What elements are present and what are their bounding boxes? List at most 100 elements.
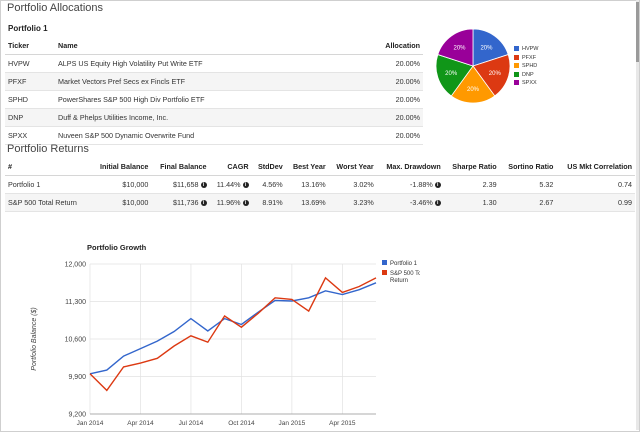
fund-name-cell: PowerShares S&P 500 High Div Portfolio E… <box>55 90 346 109</box>
ticker-cell: SPXX <box>5 126 55 145</box>
col-allocation: Allocation <box>345 37 423 55</box>
table-row: SPHD PowerShares S&P 500 High Div Portfo… <box>5 90 423 109</box>
ticker-cell: HVPW <box>5 54 55 73</box>
pie-slice-label: 20% <box>467 87 480 93</box>
stddev-cell: 4.56% <box>251 175 286 194</box>
x-tick-label: Apr 2014 <box>127 420 154 427</box>
pie-legend-item: SPXX <box>514 80 537 86</box>
fund-name-cell: Market Vectors Pref Secs ex Fincls ETF <box>55 72 346 91</box>
sortino-cell: 5.32 <box>499 175 557 194</box>
portfolio-name-cell: S&P 500 Total Return <box>5 193 91 212</box>
info-icon[interactable]: i <box>434 182 441 189</box>
legend-swatch <box>514 80 519 86</box>
allocations-heading: Portfolio Allocations <box>7 2 103 14</box>
max-drawdown-cell: -1.88% i <box>376 175 444 194</box>
worst-year-cell: 3.02% <box>328 175 377 194</box>
allocation-cell: 20.00% <box>345 90 423 109</box>
col-max-drawdown: Max. Drawdown <box>376 158 444 176</box>
allocation-cell: 20.00% <box>345 126 423 145</box>
table-row: DNP Duff & Phelps Utilities Income, Inc.… <box>5 108 423 127</box>
legend-label: DNP <box>522 71 534 78</box>
col-hash: # <box>5 158 91 176</box>
col-sharpe: Sharpe Ratio <box>443 158 500 176</box>
correlation-cell: 0.74 <box>556 175 635 194</box>
legend-swatch <box>382 260 387 265</box>
returns-table: # Initial Balance Final Balance CAGR Std… <box>5 158 635 212</box>
pie-slice-label: 20% <box>445 71 458 77</box>
legend-swatch <box>382 270 387 275</box>
pie-slice-sphd <box>450 65 496 104</box>
pie-slice-hvpw <box>472 28 509 67</box>
final-balance-cell: $11,658 i <box>151 175 210 194</box>
pie-legend-item: DNP <box>514 72 534 78</box>
col-ticker: Ticker <box>5 37 55 55</box>
info-icon[interactable]: i <box>200 200 207 207</box>
y-tick-label: 11,300 <box>65 299 86 306</box>
fund-name-cell: Duff & Phelps Utilities Income, Inc. <box>55 108 346 127</box>
table-row: HVPW ALPS US Equity High Volatility Put … <box>5 54 423 73</box>
pie-legend-item: HVPW <box>514 46 539 52</box>
fund-name-cell: ALPS US Equity High Volatility Put Write… <box>55 54 346 73</box>
legend-swatch <box>514 71 519 77</box>
chart-title: Portfolio Growth <box>87 243 147 252</box>
pie-slice-dnp <box>435 54 474 97</box>
legend-label: HVPW <box>522 46 539 52</box>
max-drawdown-cell: -3.46% i <box>376 193 444 212</box>
info-icon[interactable]: i <box>242 182 249 189</box>
legend-label: PFXF <box>522 54 537 61</box>
pie-slice-pfxf <box>472 54 511 97</box>
table-row: SPXX Nuveen S&P 500 Dynamic Overwrite Fu… <box>5 126 423 145</box>
col-cagr: CAGR <box>209 158 252 176</box>
allocation-cell: 20.00% <box>345 54 423 73</box>
best-year-cell: 13.16% <box>285 175 329 194</box>
portfolio-growth-chart: Portfolio Growth 12,000 11,300 10,600 9,900 9… <box>31 243 420 427</box>
table-row: PFXF Market Vectors Pref Secs ex Fincls … <box>5 72 423 91</box>
pie-legend-item: SPHD <box>514 63 537 69</box>
cagr-cell: 11.44% i <box>209 175 252 194</box>
worst-year-cell: 3.23% <box>328 193 377 212</box>
series-line-s-p-500-total-return <box>89 276 377 392</box>
y-tick-label: 9,200 <box>68 412 86 419</box>
pie-legend-item: PFXF <box>514 55 536 61</box>
y-tick-label: 9,900 <box>68 374 86 381</box>
col-worst-year: Worst Year <box>328 158 377 176</box>
col-initial-balance: Initial Balance <box>91 158 152 176</box>
legend-label: SPXX <box>522 80 537 86</box>
scrollbar-track[interactable] <box>636 0 639 430</box>
best-year-cell: 13.69% <box>285 193 329 212</box>
legend-label: Portfolio 1 <box>390 261 418 267</box>
legend-swatch <box>514 46 519 52</box>
final-balance-cell: $11,736 i <box>151 193 210 212</box>
ticker-cell: PFXF <box>5 72 55 91</box>
info-icon[interactable]: i <box>200 182 207 189</box>
table-row: S&P 500 Total Return $10,000 $11,736 i 11… <box>5 193 635 212</box>
correlation-cell: 0.99 <box>556 193 635 212</box>
returns-heading: Portfolio Returns <box>7 143 89 155</box>
x-tick-label: Jan 2015 <box>279 420 306 427</box>
x-tick-label: Apr 2015 <box>329 420 356 427</box>
initial-balance-cell: $10,000 <box>91 193 152 212</box>
portfolio-name-cell: Portfolio 1 <box>5 175 91 194</box>
fund-name-cell: Nuveen S&P 500 Dynamic Overwrite Fund <box>55 126 346 145</box>
scrollbar-thumb[interactable] <box>636 2 639 62</box>
col-sortino: Sortino Ratio <box>499 158 557 176</box>
allocation-cell: 20.00% <box>345 72 423 91</box>
allocation-pie-chart: 20% 20% 20% 20% 20% <box>435 28 511 104</box>
x-tick-label: Jul 2014 <box>179 420 204 427</box>
legend-label: SPHD <box>522 63 538 69</box>
info-icon[interactable]: i <box>242 200 249 207</box>
col-best-year: Best Year <box>285 158 329 176</box>
allocations-table: Ticker Name Allocation HVPW ALPS US Equi… <box>5 37 423 145</box>
cagr-cell: 11.96% i <box>209 193 252 212</box>
legend-swatch <box>514 63 519 69</box>
y-tick-label: 10,600 <box>65 337 87 344</box>
col-final-balance: Final Balance <box>151 158 210 176</box>
pie-slice-spxx <box>437 28 474 67</box>
portfolio-label: Portfolio 1 <box>8 24 48 33</box>
initial-balance-cell: $10,000 <box>91 175 152 194</box>
legend-swatch <box>514 54 519 60</box>
info-icon[interactable]: i <box>434 200 441 207</box>
pie-slice-label: 20% <box>454 45 467 51</box>
x-tick-label: Jan 2014 <box>77 420 104 427</box>
